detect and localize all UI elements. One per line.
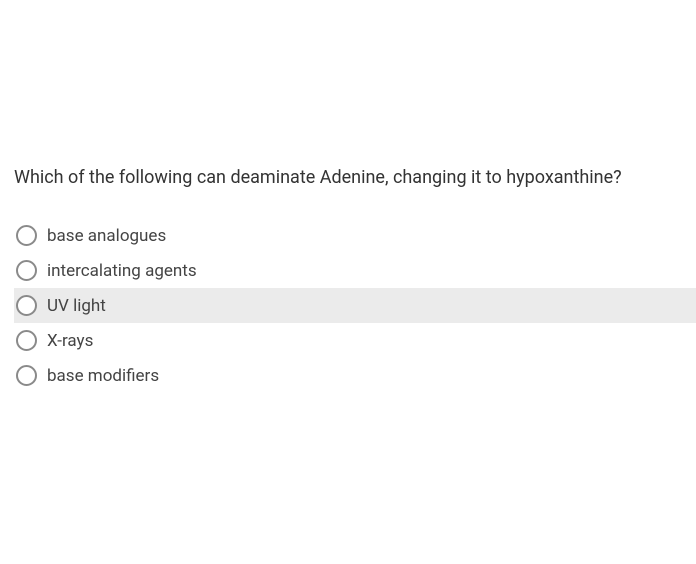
radio-icon — [16, 260, 37, 281]
radio-icon — [16, 365, 37, 386]
question-container: Which of the following can deaminate Ade… — [0, 0, 696, 393]
option-label: X-rays — [47, 331, 93, 351]
options-list: base analogues intercalating agents UV lig… — [14, 218, 696, 393]
option-row[interactable]: UV light — [14, 288, 696, 323]
option-row[interactable]: base analogues — [14, 218, 696, 253]
option-label: UV light — [47, 296, 106, 316]
option-label: intercalating agents — [47, 261, 197, 281]
question-text: Which of the following can deaminate Ade… — [14, 165, 696, 190]
option-row[interactable]: X-rays — [14, 323, 696, 358]
radio-icon — [16, 295, 37, 316]
option-row[interactable]: intercalating agents — [14, 253, 696, 288]
option-label: base analogues — [47, 226, 166, 246]
option-row[interactable]: base modifiers — [14, 358, 696, 393]
radio-icon — [16, 330, 37, 351]
radio-icon — [16, 225, 37, 246]
option-label: base modifiers — [47, 366, 159, 386]
